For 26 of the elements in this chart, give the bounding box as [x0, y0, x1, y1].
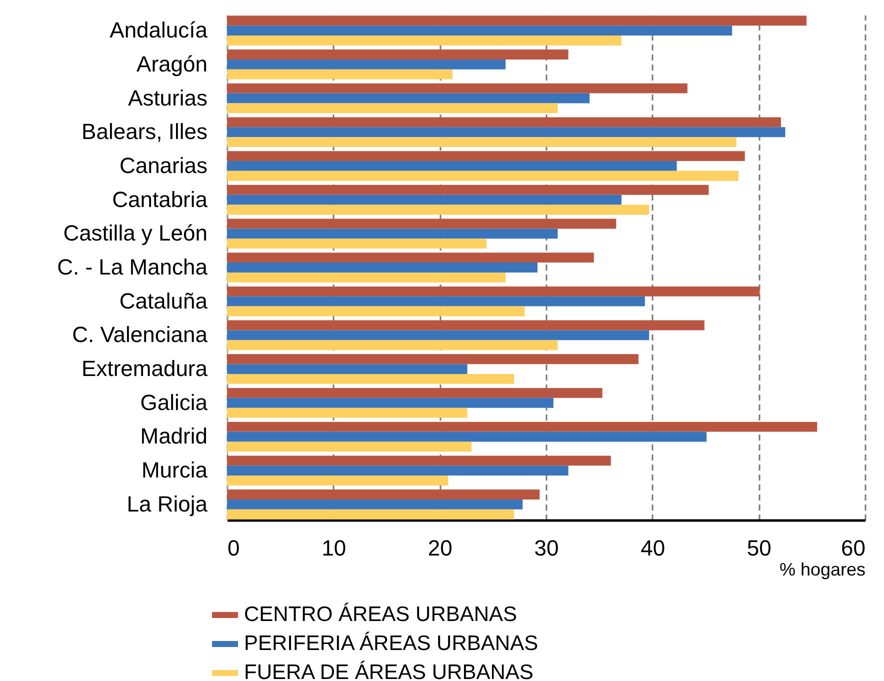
legend-label: CENTRO ÁREAS URBANAS — [244, 602, 518, 626]
y-tick-label: Murcia — [141, 458, 208, 483]
x-axis-title: % hogares — [779, 560, 866, 580]
legend-label: PERIFERIA ÁREAS URBANAS — [244, 631, 538, 655]
y-tick-label: Madrid — [140, 424, 208, 449]
x-tick-label: 60 — [841, 536, 866, 560]
y-tick-label: Andalucía — [110, 18, 208, 43]
y-tick-label: Castilla y León — [63, 220, 208, 246]
y-tick-label: Asturias — [128, 85, 208, 110]
y-tick-label: Balears, Illes — [82, 119, 208, 144]
x-tick-label: 0 — [228, 536, 240, 560]
y-tick-label: Canarias — [119, 152, 208, 178]
x-tick-label: 50 — [746, 536, 772, 560]
y-tick-label: C. - La Mancha — [57, 254, 208, 280]
y-tick-label: Cataluña — [119, 288, 208, 314]
y-tick-label: Extremadura — [82, 356, 208, 382]
x-tick-label: 30 — [534, 536, 559, 560]
y-tick-label: C. Valenciana — [72, 322, 208, 348]
y-tick-label: Cantabria — [112, 186, 208, 212]
y-tick-label: La Rioja — [126, 491, 208, 516]
x-tick-label: 40 — [640, 536, 666, 560]
legend-label: FUERA DE ÁREAS URBANAS — [244, 660, 534, 681]
x-tick-label: 10 — [322, 536, 346, 560]
x-tick-label: 20 — [428, 536, 452, 560]
y-tick-label: Aragón — [136, 51, 208, 76]
y-tick-label: Galicia — [140, 390, 208, 415]
